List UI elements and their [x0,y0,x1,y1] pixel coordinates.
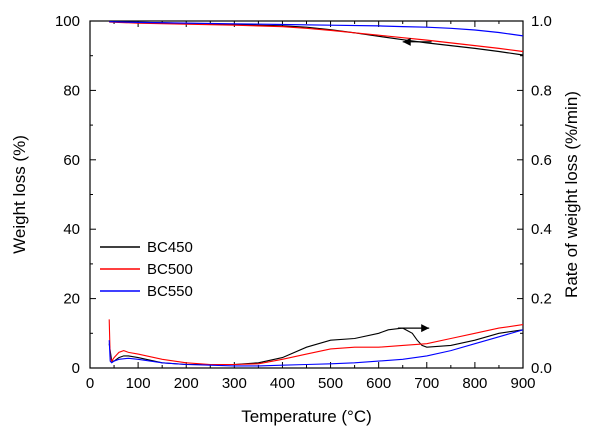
y-left-tick-label: 40 [63,221,80,238]
weight-loss-line-bc550 [109,21,524,37]
y-left-tick-label: 0 [72,360,80,377]
x-tick-label: 0 [86,375,94,392]
left-arrow-head [402,37,411,46]
legend-label-bc500: BC500 [147,261,193,278]
y-right-tick-label: 0.4 [531,221,552,238]
y-left-axis-title: Weight loss (%) [10,135,29,254]
weight-loss-line-bc500 [109,21,524,53]
rate-line-bc550 [108,329,524,367]
y-right-tick-label: 1.0 [531,13,552,30]
y-right-tick-label: 0.2 [531,291,552,308]
x-tick-label: 800 [462,375,487,392]
x-tick-label: 300 [222,375,247,392]
y-right-axis-title: Rate of weight loss (%/min) [562,91,581,298]
y-left-tick-label: 80 [63,82,80,99]
y-right-tick-label: 0.0 [531,360,552,377]
y-left-tick-label: 100 [55,13,80,30]
x-tick-label: 600 [366,375,391,392]
legend-label-bc550: BC550 [147,283,193,300]
rate-line-bc450 [108,327,524,366]
x-tick-label: 900 [510,375,535,392]
x-tick-label: 400 [270,375,295,392]
tick-labels: 0 100 200 300 400 500 600 700 800 900 0 20 40 60 80 100… [55,13,552,392]
x-tick-label: 700 [414,375,439,392]
x-tick-label: 200 [174,375,199,392]
weight-loss-curves [109,21,524,56]
legend-label-bc450: BC450 [147,239,193,256]
plot-frame [89,20,524,369]
right-arrow-head [421,324,430,333]
rate-line-bc500 [108,319,524,366]
weight-loss-line-bc450 [109,21,524,56]
axis-direction-arrows [397,37,432,333]
x-axis-title: Temperature (°C) [241,407,372,426]
legend: BC450 BC500 BC550 [100,239,193,300]
y-left-tick-label: 60 [63,152,80,169]
axis-ticks [89,20,524,369]
y-left-tick-label: 20 [63,291,80,308]
x-tick-label: 500 [318,375,343,392]
y-right-tick-label: 0.6 [531,152,552,169]
y-right-tick-label: 0.8 [531,82,552,99]
x-tick-label: 100 [126,375,151,392]
rate-curves [108,319,524,367]
